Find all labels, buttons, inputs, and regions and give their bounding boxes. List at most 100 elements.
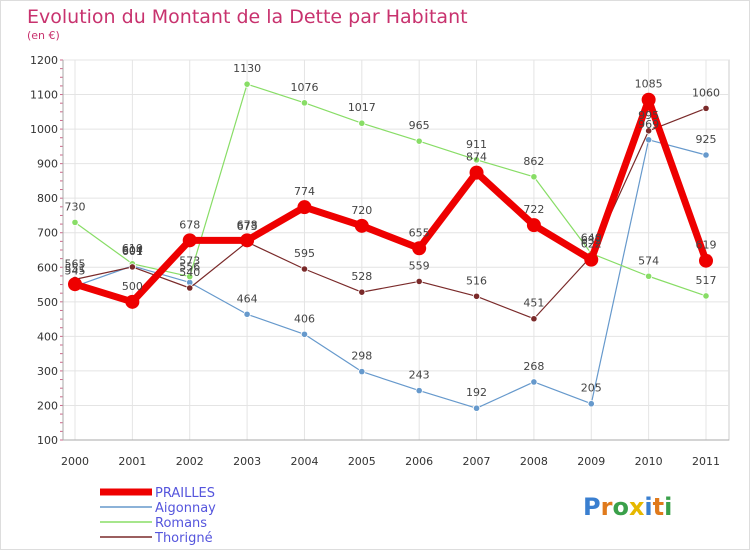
logo-letter: r [601, 493, 613, 521]
data-label: 406 [294, 312, 315, 325]
chart-title: Evolution du Montant de la Dette par Hab… [27, 6, 468, 28]
data-label: 1130 [233, 62, 261, 75]
data-label: 1017 [348, 101, 376, 114]
data-label: 632 [581, 234, 602, 247]
data-label: 556 [179, 260, 200, 273]
data-label: 205 [581, 382, 602, 395]
data-label: 969 [638, 118, 659, 131]
data-label: 622 [581, 238, 602, 251]
data-point [702, 151, 710, 159]
legend-label: Thorigné [154, 531, 213, 546]
logo-letter: o [612, 493, 629, 521]
data-point [469, 165, 484, 180]
data-point [645, 136, 653, 144]
plot-background [62, 59, 730, 441]
data-point [186, 272, 194, 281]
logo-letter: P [583, 493, 601, 521]
data-point [243, 80, 251, 88]
x-tick-label: 2007 [463, 455, 491, 468]
x-tick-label: 2002 [176, 455, 204, 468]
legend-label: Aigonnay [155, 501, 216, 516]
data-point [415, 386, 423, 395]
data-point [297, 200, 312, 215]
logo-text: Proxiti [583, 493, 672, 521]
data-point [530, 315, 538, 323]
data-label: 464 [237, 292, 258, 305]
logo-letter: i [644, 493, 652, 521]
data-label: 573 [179, 255, 200, 268]
data-label: 192 [466, 386, 487, 399]
series-prailles [68, 92, 713, 309]
data-point [243, 310, 251, 318]
y-tick-label: 1200 [30, 54, 58, 67]
y-tick-label: 500 [37, 296, 58, 309]
data-label: 595 [294, 247, 315, 260]
data-point [472, 404, 481, 412]
y-tick-label: 600 [37, 261, 58, 274]
x-tick-label: 2001 [118, 455, 146, 468]
data-point [300, 330, 309, 338]
data-label: 995 [638, 109, 659, 122]
data-label: 862 [523, 155, 544, 168]
legend-label: Romans [155, 516, 207, 531]
data-label: 1085 [635, 78, 663, 91]
data-label: 678 [179, 218, 200, 231]
series-line [74, 83, 707, 297]
data-label: 268 [523, 360, 544, 373]
x-tick-label: 2006 [405, 455, 433, 468]
x-tick-label: 2011 [692, 455, 720, 468]
x-tick-label: 2000 [61, 455, 89, 468]
data-point [186, 284, 194, 292]
data-label: 500 [122, 280, 143, 293]
data-point [358, 119, 366, 127]
data-label: 874 [466, 151, 487, 164]
data-label: 298 [351, 350, 372, 363]
x-tick-label: 2005 [348, 455, 376, 468]
data-point [415, 277, 423, 286]
y-tick-label: 900 [37, 158, 58, 171]
logo-letter: i [664, 493, 672, 521]
data-point [240, 233, 255, 248]
series-line [74, 139, 707, 409]
data-label: 517 [696, 274, 717, 287]
x-tick-label: 2008 [520, 455, 548, 468]
y-tick-label: 800 [37, 192, 58, 205]
data-label: 655 [409, 226, 430, 239]
data-label: 720 [351, 204, 372, 217]
data-label: 925 [696, 133, 717, 146]
data-point [641, 92, 656, 107]
data-label: 540 [179, 266, 200, 279]
legend-label: PRAILLES [155, 486, 215, 501]
data-label: 610 [122, 242, 143, 255]
data-point [530, 173, 538, 181]
x-tick-label: 2003 [233, 455, 261, 468]
data-label: 722 [523, 203, 544, 216]
data-point [530, 378, 538, 386]
data-point [415, 137, 423, 145]
data-label: 1060 [692, 86, 720, 99]
chart-subtitle: (en €) [27, 29, 60, 42]
logo-letter: t [653, 493, 664, 521]
data-label: 774 [294, 185, 315, 198]
proxiti-logo: Proxiti [583, 493, 672, 521]
data-label: 1076 [290, 81, 318, 94]
data-point [702, 292, 710, 300]
data-label: 559 [409, 259, 430, 272]
data-label: 730 [65, 200, 86, 213]
data-label: 451 [523, 297, 544, 310]
y-tick-label: 700 [37, 227, 58, 240]
plot-area: 100 200 300 400 500 600 700 800 900 1000 1100 1200 2… [30, 54, 730, 468]
data-point [128, 263, 136, 271]
series-romans [71, 80, 710, 300]
data-point [526, 218, 541, 233]
data-label: 516 [466, 274, 487, 287]
data-point [584, 252, 599, 267]
data-point [358, 367, 366, 376]
data-point [645, 127, 653, 135]
logo-letter: x [629, 493, 645, 521]
data-point [702, 104, 710, 112]
data-label: 604 [122, 244, 143, 257]
